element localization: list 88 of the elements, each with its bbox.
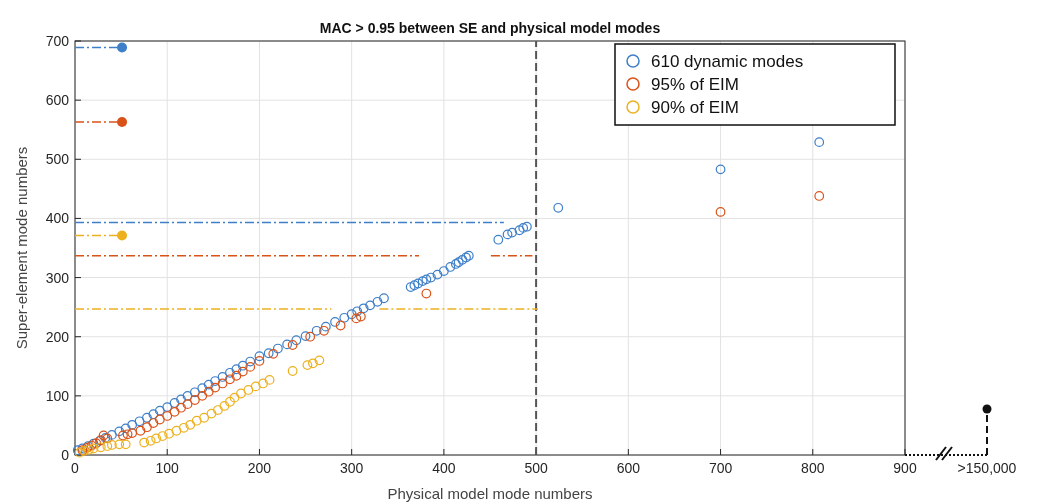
x-tick-label: 700 (708, 460, 733, 476)
x-tick-label: 900 (893, 460, 917, 476)
x-tick-label: 200 (247, 460, 272, 476)
x-tick-label: 600 (616, 460, 641, 476)
y-tick-label: 500 (45, 151, 70, 168)
point (421, 288, 432, 299)
x-tick-label: 100 (155, 460, 180, 476)
point (135, 425, 146, 436)
point (225, 374, 235, 385)
chart-title: MAC > 0.95 between SE and physical model modes (319, 20, 661, 36)
point (157, 431, 168, 441)
point (120, 439, 131, 450)
point (319, 325, 329, 336)
point (148, 418, 159, 428)
point (203, 386, 214, 397)
legend-label: 610 dynamic modes (651, 52, 804, 71)
point (169, 406, 180, 417)
y-tick-label: 300 (45, 269, 70, 286)
point (118, 430, 128, 441)
text: >150,000 (957, 460, 1017, 476)
point (95, 442, 106, 453)
point (154, 414, 165, 425)
x-axis-title: Physical model mode numbers (387, 485, 593, 502)
x-tick-label: 0 (71, 460, 80, 476)
point (245, 361, 256, 372)
point (164, 428, 174, 439)
point (237, 366, 248, 377)
point (219, 401, 230, 411)
x-tick-label: 500 (524, 460, 548, 476)
point (106, 440, 117, 450)
point (302, 360, 313, 370)
x-tick-label: 400 (432, 460, 456, 476)
y-axis-title: Super-element mode numbers (13, 146, 30, 350)
point (231, 370, 242, 381)
point (206, 408, 217, 419)
point (171, 425, 182, 436)
point (102, 441, 113, 452)
point (213, 405, 223, 415)
point (210, 382, 221, 393)
point (117, 42, 128, 53)
point (139, 437, 150, 448)
point (117, 117, 128, 128)
point (254, 356, 265, 366)
point (305, 331, 316, 342)
point (250, 381, 261, 392)
point (814, 191, 825, 201)
point (229, 392, 240, 403)
point (117, 230, 128, 241)
point (151, 433, 162, 444)
y-tick-label: 0 (61, 447, 70, 463)
point (264, 374, 275, 385)
point (142, 422, 152, 433)
point (287, 366, 298, 376)
point (114, 439, 125, 450)
point (176, 402, 186, 413)
x-tick-label: 800 (801, 460, 825, 476)
point (185, 419, 196, 430)
point (182, 399, 193, 410)
point (191, 415, 202, 426)
point (199, 412, 210, 423)
point (314, 355, 325, 366)
point (236, 388, 246, 399)
point (308, 358, 318, 369)
legend-label: 90% of EIM (651, 98, 739, 117)
x-tick-label: 300 (339, 460, 364, 476)
point (162, 411, 173, 421)
point (189, 395, 200, 405)
y-tick-label: 100 (45, 387, 70, 404)
y-tick-label: 700 (45, 33, 70, 49)
point (355, 311, 366, 322)
point (268, 348, 279, 359)
point (351, 313, 362, 324)
legend-label: 95% of EIM (651, 75, 739, 94)
point (287, 340, 298, 350)
point (145, 435, 156, 446)
point (122, 429, 133, 440)
y-tick-label: 200 (45, 328, 70, 345)
point (127, 428, 138, 439)
point (225, 396, 235, 407)
point (243, 385, 254, 395)
point (335, 320, 346, 331)
y-tick-label: 600 (45, 92, 70, 109)
point (258, 378, 269, 389)
y-tick-label: 400 (45, 210, 70, 227)
point (178, 422, 189, 433)
point (197, 390, 208, 401)
point (217, 378, 228, 389)
point (715, 207, 726, 217)
